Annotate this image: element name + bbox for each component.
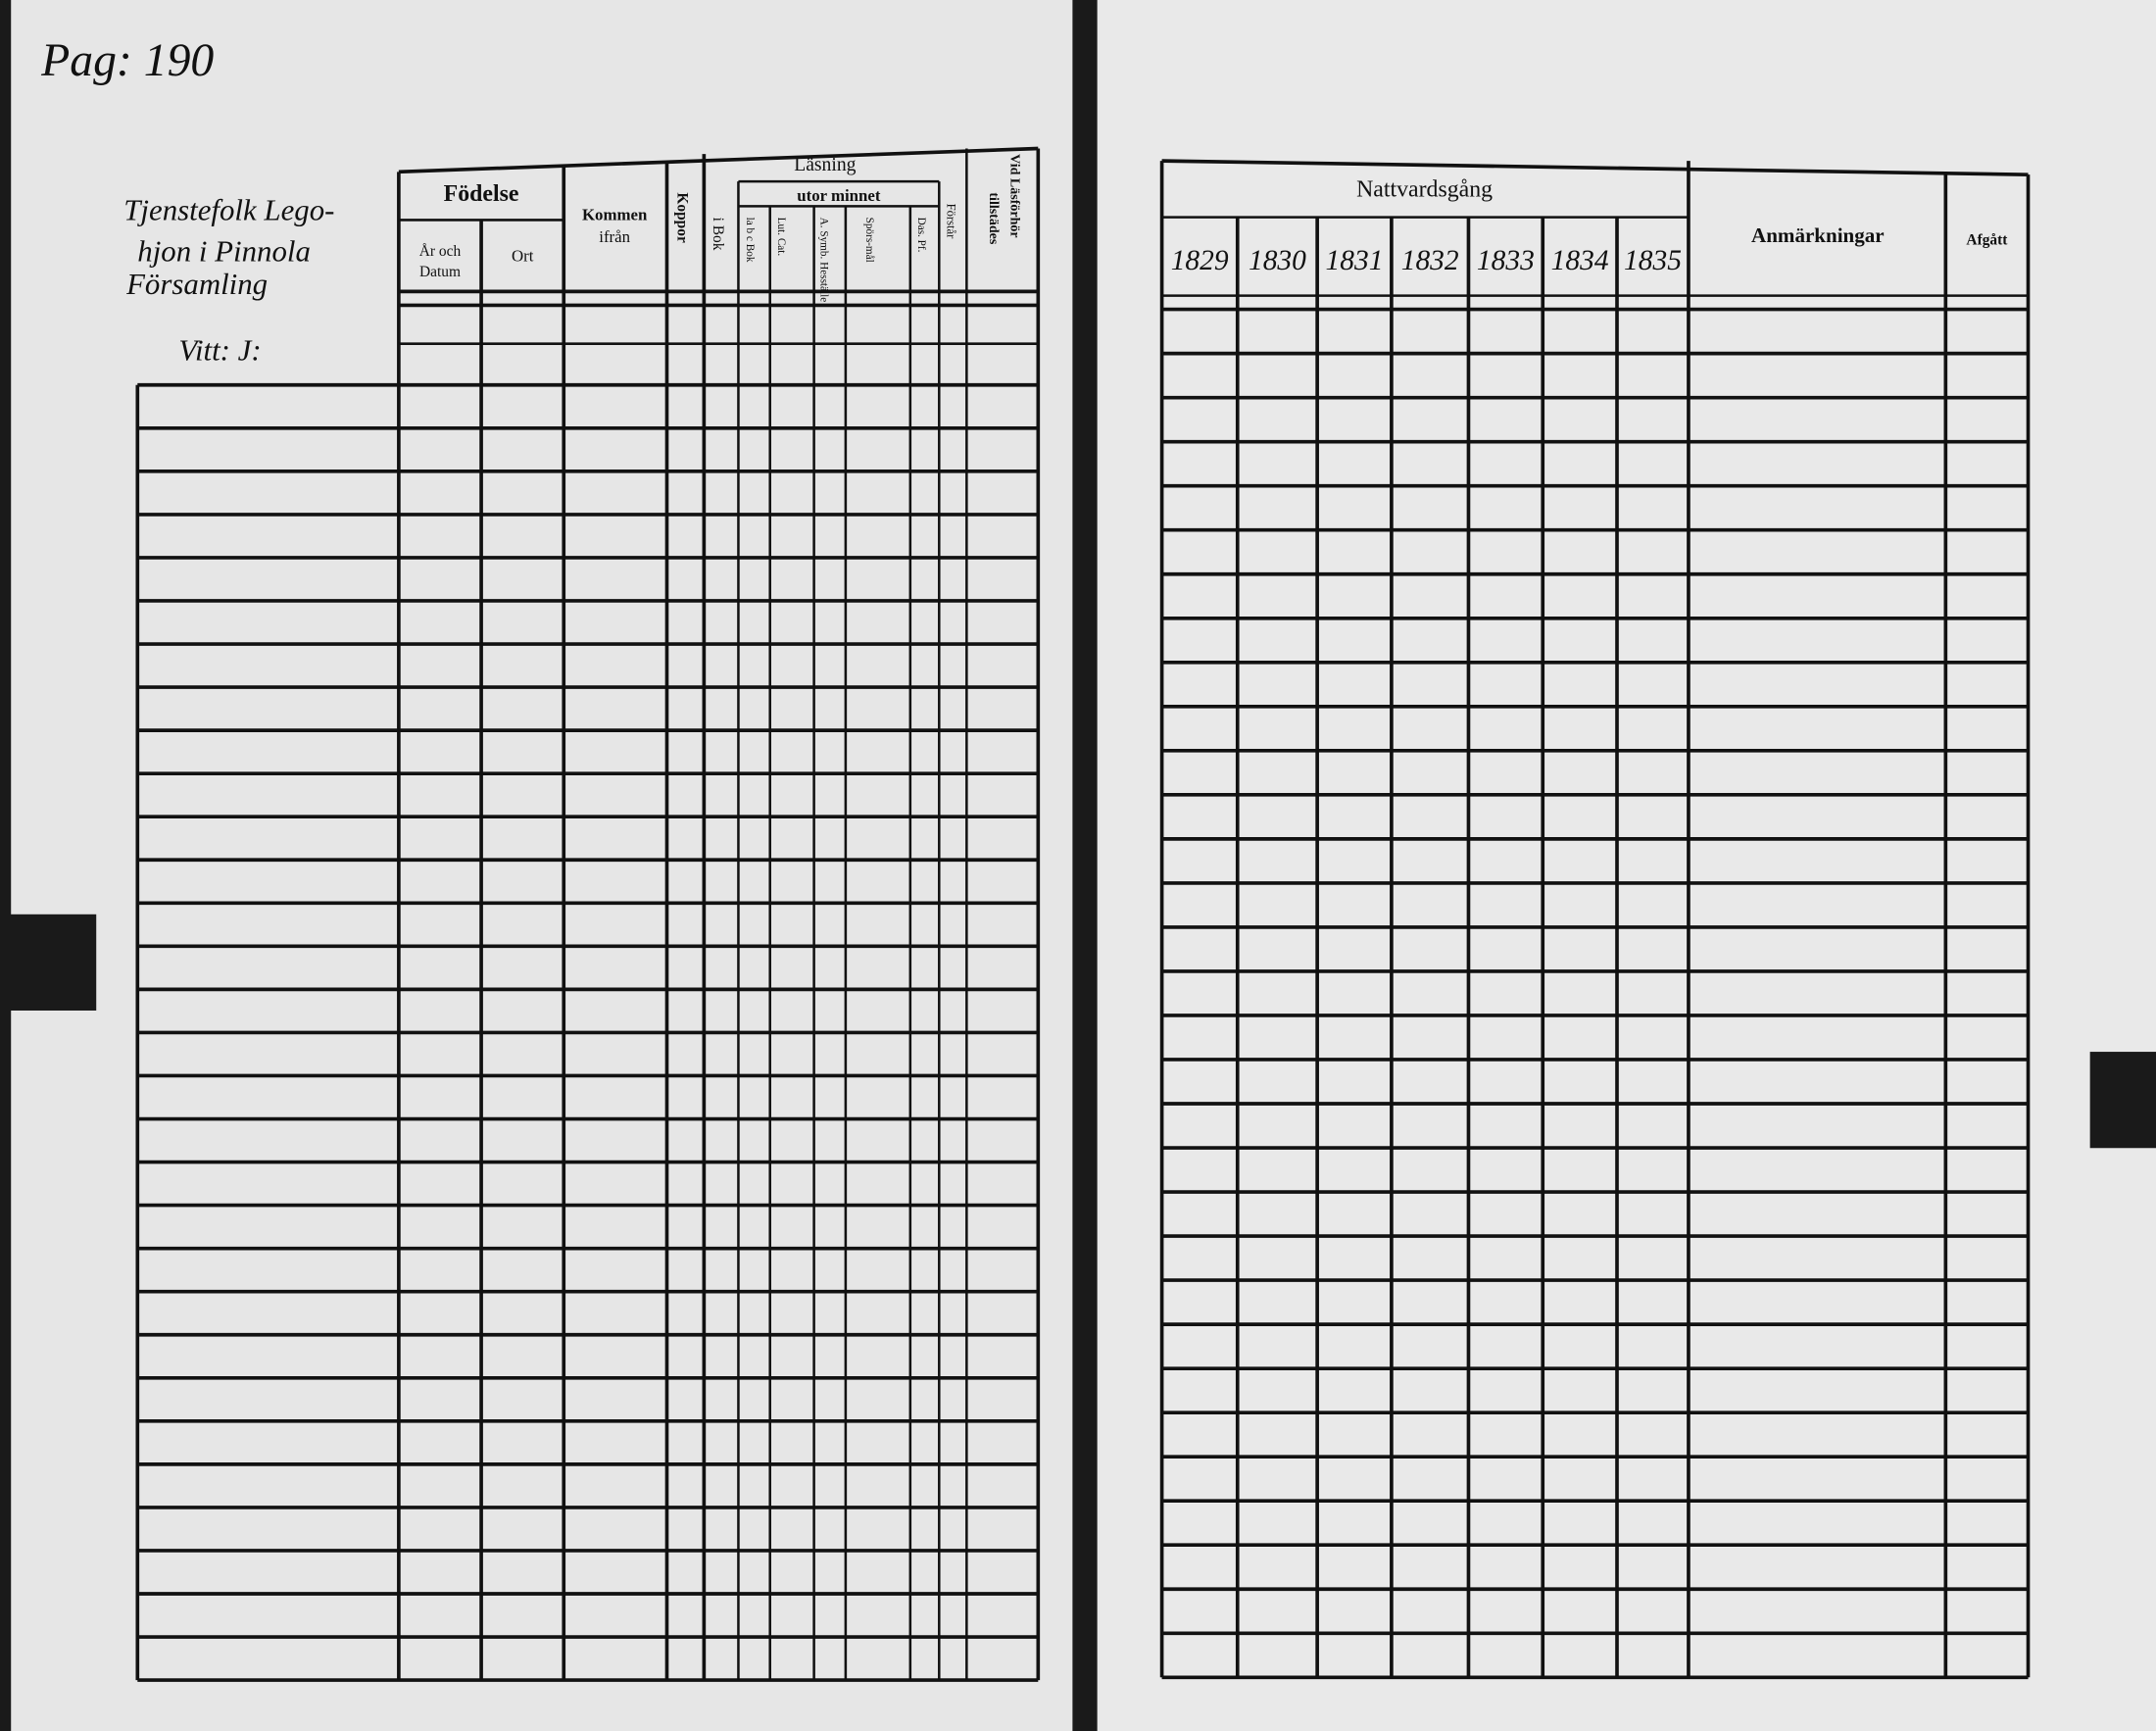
header: Födelse [444,181,519,207]
header: Läsning [794,154,856,175]
handwritten-heading: Vitt: J: [178,334,261,368]
header: i Bok [710,218,726,251]
right-page [1097,0,2156,1731]
handwritten-heading: Tjenstefolk Lego- [123,193,334,226]
rule [398,146,1039,174]
header: Förstår [945,204,958,240]
header: la b c Bok [744,218,756,263]
header: Koppor [674,192,691,243]
header: Datum [419,264,461,280]
header: Nattvardsgång [1356,177,1493,203]
left-page [11,0,1073,1731]
header: Kommen [582,205,648,223]
year: 1833 [1477,245,1535,276]
header: ifrån [599,227,630,246]
header: A. Symb. Hesställe [818,218,830,303]
header: Lut. Cat. [775,218,787,257]
year: 1831 [1326,245,1384,276]
year-group: 1829 1830 1831 1832 1833 1834 1835 [1171,245,1682,276]
header: Vid Läsförhör [1006,154,1021,238]
rule [1161,159,2029,176]
year: 1832 [1401,245,1459,276]
header: Afgått [1966,232,2008,249]
year: 1829 [1171,245,1229,276]
header: Spörs-mål [863,218,875,263]
page-number: Pag: 190 [40,35,214,86]
year: 1835 [1624,245,1682,276]
header: Das. Pf. [915,218,927,253]
year: 1830 [1249,245,1306,276]
header: utor minnet [797,186,881,205]
year: 1834 [1551,245,1609,276]
header: Ort [512,247,534,266]
grid [135,146,2031,1682]
clip [2089,1052,2156,1149]
handwritten-heading: hjon i Pinnola [137,235,311,269]
clip [0,914,97,1011]
heading: Tjenstefolk Lego-hjon i PinnolaFörsamlin… [123,193,334,367]
header: tillstädes [986,192,1001,244]
handwritten-heading: Församling [125,268,268,301]
header: År och [419,243,462,260]
header: Anmärkningar [1751,223,1885,247]
header-group: la b c Bok Lut. Cat. A. Symb. Hesställe Spö… [744,218,927,303]
